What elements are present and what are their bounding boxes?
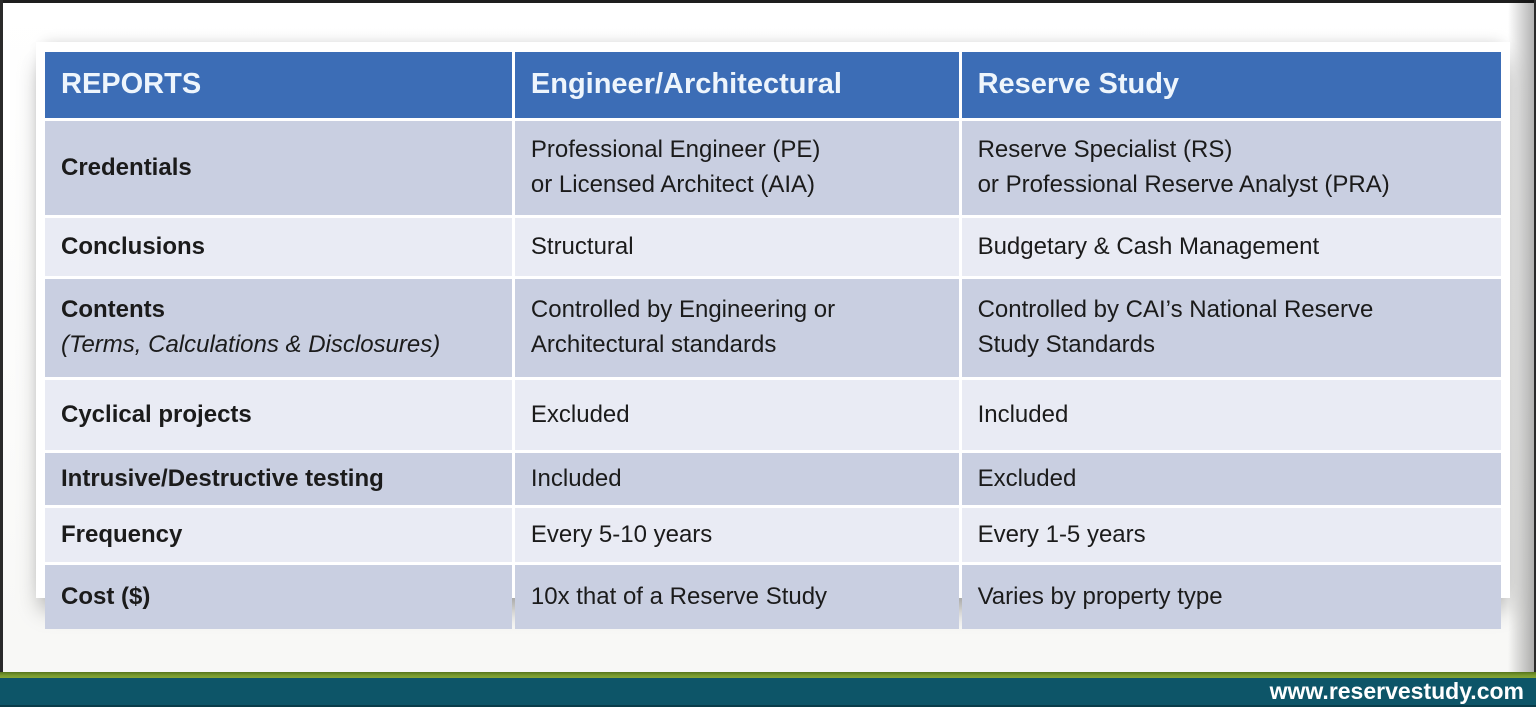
cell-engineer: Excluded: [514, 380, 959, 450]
frame-right-shadow: [1508, 0, 1534, 672]
table-row-cost: Cost ($) 10x that of a Reserve Study Var…: [45, 565, 1501, 629]
cell-reserve: Budgetary & Cash Management: [961, 218, 1501, 276]
frame-right-edge: [1534, 0, 1536, 707]
table-row-contents: Contents (Terms, Calculations & Disclosur…: [45, 279, 1501, 377]
cell-reserve: Every 1-5 years: [961, 508, 1501, 562]
frame-left-edge: [0, 0, 3, 707]
cell-reserve: Controlled by CAI’s National Reserve Stu…: [961, 279, 1501, 377]
column-header-engineer-architectural: Engineer/Architectural: [514, 52, 959, 118]
row-label-text: Conclusions: [61, 232, 206, 260]
row-label-text: Intrusive/Destructive testing: [61, 464, 384, 492]
cell-reserve: Reserve Specialist (RS) or Professional …: [961, 121, 1501, 215]
frame-top-edge: [0, 0, 1536, 3]
cell-engineer: Professional Engineer (PE) or Licensed A…: [514, 121, 959, 215]
row-label-text: Frequency: [61, 520, 183, 548]
row-label: Frequency: [45, 508, 512, 562]
cell-reserve: Included: [961, 380, 1501, 450]
table-row-cyclical-projects: Cyclical projects Excluded Included: [45, 380, 1501, 450]
table-row-credentials: Credentials Professional Engineer (PE) o…: [45, 121, 1501, 215]
cell-engineer: 10x that of a Reserve Study: [514, 565, 959, 629]
row-label: Cyclical projects: [45, 380, 512, 450]
table-row-frequency: Frequency Every 5-10 years Every 1-5 yea…: [45, 508, 1501, 562]
column-header-reports: REPORTS: [45, 52, 512, 118]
comparison-table-card: REPORTS Engineer/Architectural Reserve S…: [36, 42, 1510, 629]
table-row-conclusions: Conclusions Structural Budgetary & Cash …: [45, 218, 1501, 276]
column-header-reserve-study: Reserve Study: [961, 52, 1501, 118]
row-label-text: Cost ($): [61, 582, 151, 610]
footer-bar: www.reservestudy.com: [0, 678, 1536, 707]
footer-website-url: www.reservestudy.com: [1269, 678, 1524, 704]
cell-reserve: Excluded: [961, 453, 1501, 505]
cell-engineer: Every 5-10 years: [514, 508, 959, 562]
row-label: Contents (Terms, Calculations & Disclosur…: [45, 279, 512, 377]
row-label: Intrusive/Destructive testing: [45, 453, 512, 505]
table-row-intrusive-testing: Intrusive/Destructive testing Included E…: [45, 453, 1501, 505]
row-label-note: (Terms, Calculations & Disclosures): [61, 331, 441, 358]
row-label-text: Contents: [61, 296, 165, 324]
row-label: Cost ($): [45, 565, 512, 629]
cell-engineer: Included: [514, 453, 959, 505]
table-header-row: REPORTS Engineer/Architectural Reserve S…: [45, 52, 1501, 118]
cell-engineer: Structural: [514, 218, 959, 276]
reports-comparison-table: REPORTS Engineer/Architectural Reserve S…: [42, 49, 1504, 632]
cell-reserve: Varies by property type: [961, 565, 1501, 629]
row-label: Credentials: [45, 121, 512, 215]
row-label: Conclusions: [45, 218, 512, 276]
footer-green-stripe: [0, 672, 1536, 678]
row-label-text: Credentials: [61, 153, 192, 181]
cell-engineer: Controlled by Engineering or Architectur…: [514, 279, 959, 377]
row-label-text: Cyclical projects: [61, 400, 252, 428]
